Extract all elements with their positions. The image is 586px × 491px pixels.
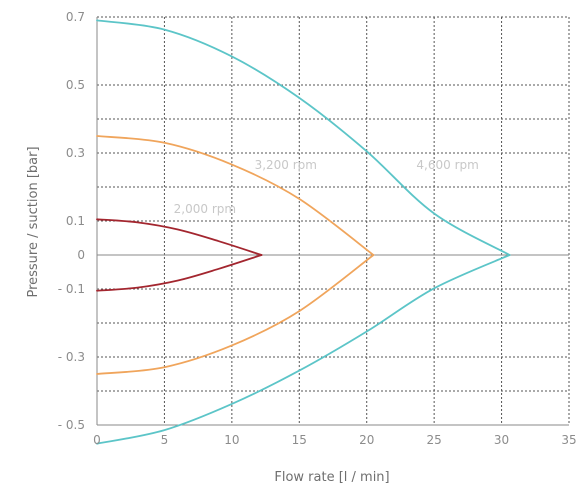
series-line-4-600-rpm-lower [96, 254, 511, 445]
y-tick-label: 0.7 [66, 10, 85, 24]
series-line-3-200-rpm-upper [96, 135, 375, 256]
series-labels: 2,000 rpm 3,200 rpm 4,600 rpm [174, 158, 479, 216]
y-tick-label: 0.1 [66, 214, 85, 228]
x-axis-title: Flow rate [l / min] [274, 470, 389, 485]
series-lines [96, 19, 511, 445]
series-label-3-200-rpm: 3,200 rpm [255, 158, 317, 172]
tick-labels: 0.7 0.5 0.3 0.1 0 - 0.1 - 0.3 - 0.5 0 5 10 15 20 25 30… [58, 10, 577, 447]
y-tick-label: 0 [77, 248, 85, 262]
series-label-4-600-rpm: 4,600 rpm [416, 158, 478, 172]
x-tick-label: 0 [93, 433, 101, 447]
x-tick-label: 35 [561, 433, 576, 447]
x-tick-label: 10 [224, 433, 239, 447]
x-tick-label: 30 [494, 433, 509, 447]
series-line-2-000-rpm-lower [96, 254, 263, 292]
x-tick-label: 15 [292, 433, 307, 447]
y-tick-label: - 0.3 [58, 350, 85, 364]
y-tick-label: 0.5 [66, 78, 85, 92]
axes [96, 17, 569, 426]
y-tick-label: - 0.1 [58, 282, 85, 296]
series-line-2-000-rpm-upper [96, 218, 263, 256]
y-tick-label: 0.3 [66, 146, 85, 160]
series-label-2-000-rpm: 2,000 rpm [174, 202, 236, 216]
x-tick-label: 5 [161, 433, 169, 447]
grid [97, 16, 570, 426]
series-line-4-600-rpm-upper [96, 19, 511, 256]
y-tick-label: - 0.5 [58, 418, 85, 432]
y-axis-title: Pressure / suction [bar] [26, 146, 41, 297]
x-tick-label: 20 [359, 433, 374, 447]
series-line-3-200-rpm-lower [96, 254, 375, 375]
x-tick-label: 25 [427, 433, 442, 447]
